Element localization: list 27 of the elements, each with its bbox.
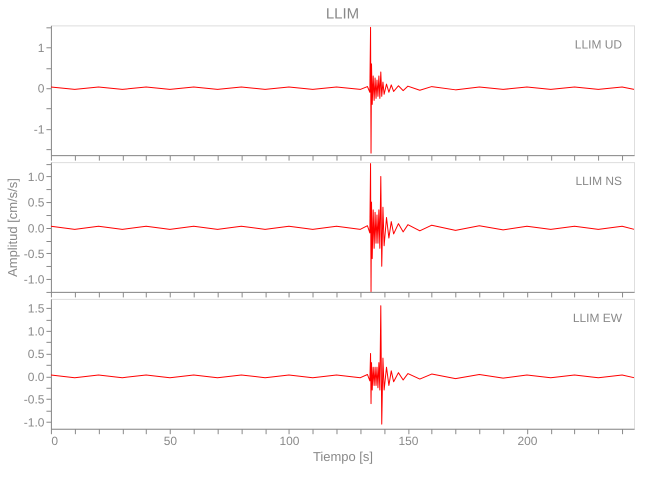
x-tick-label: 0 <box>51 434 58 448</box>
y-tick-label: 0.0 <box>28 221 45 236</box>
y-tick-label: 1.0 <box>28 324 45 338</box>
y-tick-label: -0.5 <box>24 392 45 407</box>
line-series <box>50 26 634 154</box>
x-tick-label: 150 <box>398 434 419 448</box>
y-tick-label: -0.5 <box>24 246 45 261</box>
y-tick-label: 1.0 <box>28 170 45 184</box>
y-tick-label: 0.5 <box>28 347 45 362</box>
y-tick-label: 1.5 <box>28 302 45 316</box>
annotation: LLIM EW <box>572 310 623 325</box>
y-axis-title: Amplitud [cm/s/s] <box>4 178 20 277</box>
line-series <box>50 305 634 425</box>
x-tick-label: 50 <box>164 434 178 448</box>
chart-title: LLIM <box>326 5 360 22</box>
y-tick-label: -1.0 <box>24 415 45 430</box>
y-tick-label: -1 <box>34 122 45 136</box>
annotation: LLIM NS <box>575 174 622 188</box>
y-tick-label: 0.0 <box>28 370 45 384</box>
y-tick-label: 1 <box>38 41 45 56</box>
annotation: LLIM UD <box>574 37 622 52</box>
y-tick-label: 0 <box>38 82 45 96</box>
x-tick-label: 200 <box>517 434 538 448</box>
x-tick-label: 100 <box>279 434 300 448</box>
y-tick-label: 0.5 <box>28 196 45 210</box>
x-axis-title: Tiempo [s] <box>312 449 374 464</box>
y-tick-label: -1.0 <box>24 272 45 287</box>
